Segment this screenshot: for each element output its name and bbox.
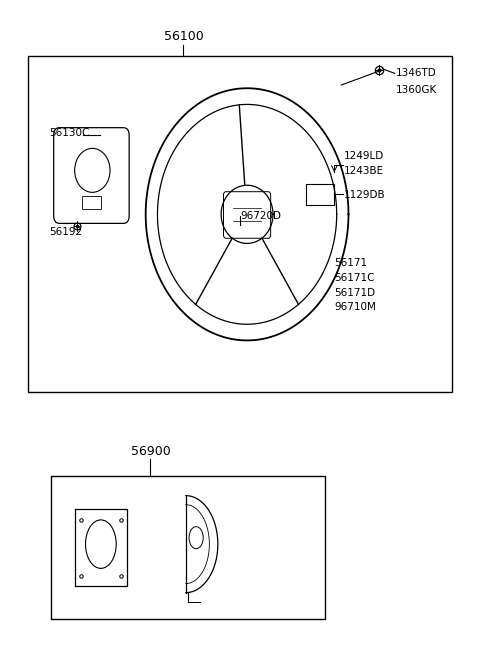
Text: 56130C: 56130C xyxy=(49,128,89,138)
Bar xyxy=(82,196,101,209)
Text: 1243BE: 1243BE xyxy=(344,166,384,176)
Text: 56171: 56171 xyxy=(335,258,368,268)
Text: 1129DB: 1129DB xyxy=(344,190,385,200)
Text: 56192: 56192 xyxy=(49,227,82,237)
Text: 56100: 56100 xyxy=(164,30,203,43)
Text: 1346TD: 1346TD xyxy=(396,68,436,79)
Bar xyxy=(51,476,325,618)
Text: 96710M: 96710M xyxy=(335,303,376,312)
Bar xyxy=(28,56,452,392)
Bar xyxy=(306,184,335,204)
Text: 56171C: 56171C xyxy=(335,272,375,283)
Text: 1249LD: 1249LD xyxy=(344,151,384,161)
Text: 56900: 56900 xyxy=(131,445,170,458)
Text: 1360GK: 1360GK xyxy=(396,84,437,94)
Text: 96720D: 96720D xyxy=(240,212,281,221)
Bar xyxy=(75,508,127,586)
Text: 56171D: 56171D xyxy=(335,288,375,297)
